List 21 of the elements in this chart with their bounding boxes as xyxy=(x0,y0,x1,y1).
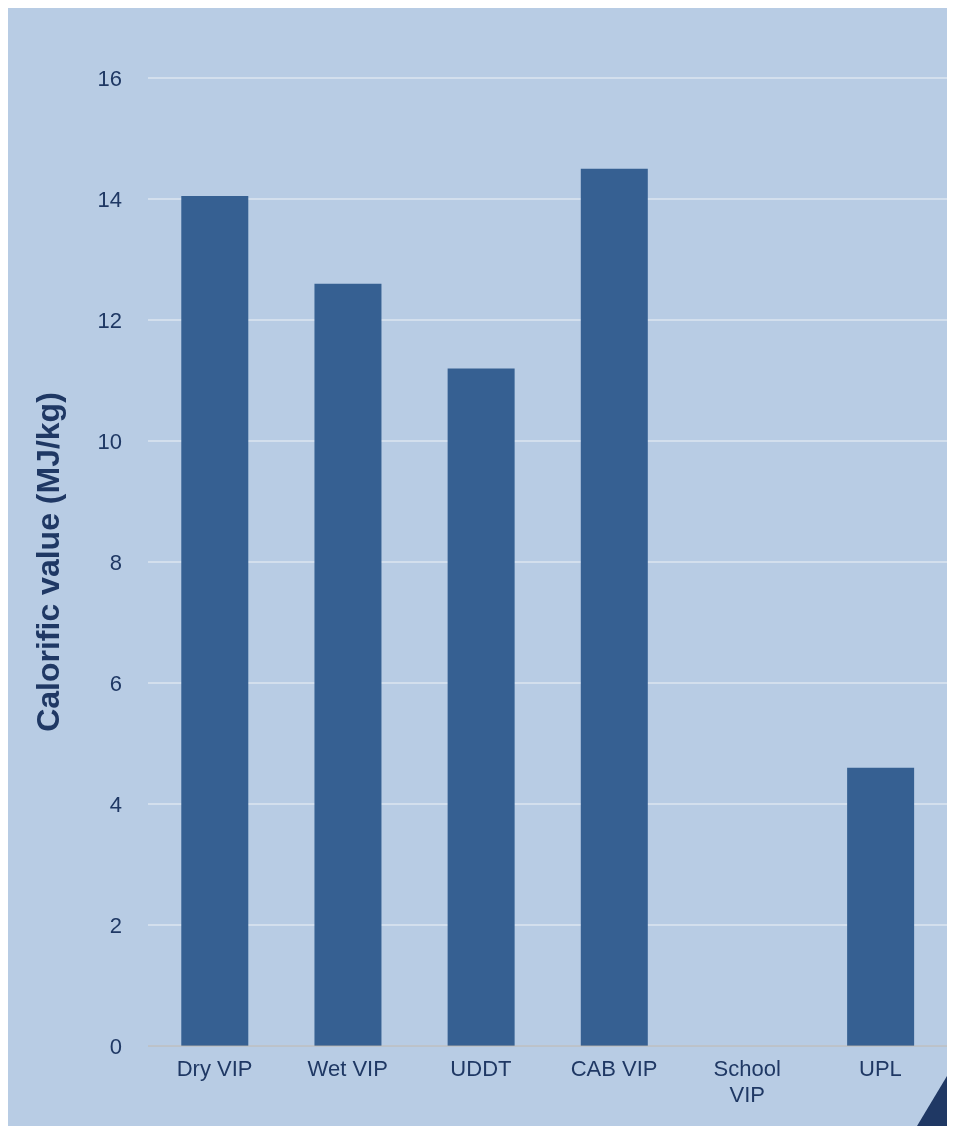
x-tick-label: Wet VIP xyxy=(307,1056,388,1081)
x-tick-label: School VIP xyxy=(713,1056,781,1107)
bar xyxy=(580,168,648,1046)
y-tick-label: 0 xyxy=(109,1033,122,1059)
bar xyxy=(314,283,382,1046)
y-axis-title: Calorific value (MJ/kg) xyxy=(30,392,67,732)
y-tick-label: 2 xyxy=(109,912,122,938)
x-tick-label: UDDT xyxy=(450,1056,512,1081)
y-tick-label: 4 xyxy=(109,791,122,817)
x-tick-label: Dry VIP xyxy=(176,1056,253,1081)
y-tick-label: 10 xyxy=(97,428,122,454)
x-tick-label: UPL xyxy=(859,1056,902,1081)
y-tick-label: 12 xyxy=(97,307,122,333)
y-tick-label: 6 xyxy=(109,670,122,696)
x-tick-label: CAB VIP xyxy=(570,1056,658,1081)
y-tick-label: 16 xyxy=(97,65,122,91)
bar xyxy=(447,368,515,1046)
y-tick-label: 14 xyxy=(97,186,122,212)
y-tick-label: 8 xyxy=(109,549,122,575)
bar xyxy=(181,195,249,1046)
bar xyxy=(847,767,915,1046)
